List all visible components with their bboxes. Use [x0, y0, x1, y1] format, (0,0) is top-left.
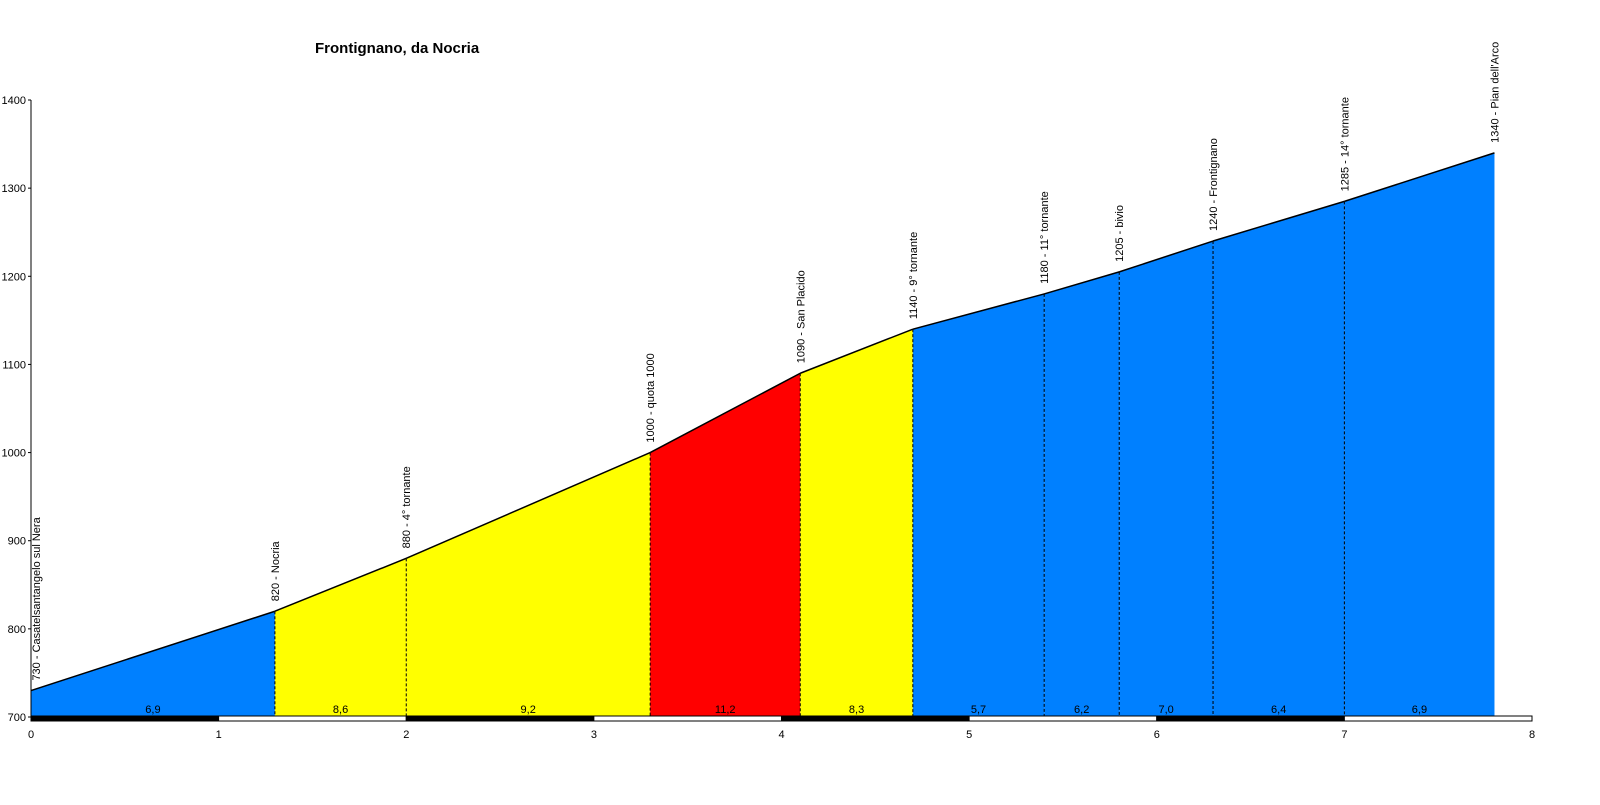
- chart-title: Frontignano, da Nocria: [315, 40, 480, 57]
- gradient-label: 7,0: [1158, 704, 1173, 716]
- y-tick-label: 1400: [2, 95, 26, 107]
- profile-line: [1118, 240, 1214, 273]
- distance-scale-segment: [218, 715, 407, 722]
- y-tick-label: 1100: [2, 359, 26, 371]
- waypoint-label: 1140 - 9° tornante: [908, 232, 920, 319]
- gradient-label: 6,9: [1412, 704, 1427, 716]
- x-tick-label: 0: [28, 729, 34, 741]
- profile-line: [799, 328, 914, 374]
- gradient-segment: [1119, 241, 1214, 717]
- profile-line: [1344, 152, 1495, 203]
- waypoint-label: 1180 - 11° tornante: [1039, 191, 1051, 284]
- gradient-segment: [31, 611, 275, 717]
- waypoint-label: 880 - 4° tornante: [401, 466, 413, 548]
- x-tick-label: 7: [1341, 729, 1347, 741]
- profile-line: [912, 293, 1045, 330]
- gradient-label: 11,2: [715, 704, 736, 716]
- profile-line: [1043, 271, 1120, 295]
- gradient-label: 5,7: [971, 704, 986, 716]
- gradient-segment: [406, 452, 651, 717]
- gradient-segment: [650, 373, 801, 717]
- profile-line: [274, 557, 407, 612]
- gradient-label: 6,9: [145, 704, 160, 716]
- waypoint-label: 1285 - 14° tornante: [1339, 97, 1351, 191]
- distance-scale-segment: [30, 715, 220, 722]
- gradient-label: 6,4: [1271, 704, 1286, 716]
- distance-scale-segment: [593, 715, 782, 722]
- distance-scale-segment: [968, 715, 1158, 722]
- distance-scale-segment: [1156, 715, 1345, 722]
- y-tick-label: 1200: [2, 271, 26, 283]
- y-tick-label: 1300: [2, 183, 26, 195]
- waypoint-label: 820 - Nocria: [270, 540, 282, 601]
- gradient-segment: [1344, 152, 1495, 717]
- profile-line: [1212, 200, 1345, 242]
- waypoint-label: 1090 - San Placido: [795, 270, 807, 363]
- distance-scale-segment: [405, 715, 595, 722]
- x-tick-label: 5: [966, 729, 972, 741]
- gradient-segment: [1044, 271, 1120, 717]
- profile-line: [405, 451, 651, 560]
- x-tick-label: 1: [216, 729, 222, 741]
- distance-scale-segment: [781, 715, 970, 722]
- gradient-segment: [274, 558, 407, 717]
- waypoint-label: 1340 - Pian dell'Arco: [1489, 42, 1501, 143]
- distance-scale-segment: [1343, 715, 1533, 722]
- waypoint-label: 1240 - Frontignano: [1208, 138, 1220, 231]
- gradient-label: 9,2: [521, 704, 536, 716]
- profile-line: [30, 610, 276, 692]
- gradient-segment: [1213, 201, 1345, 718]
- y-tick-label: 700: [8, 712, 26, 724]
- gradient-label: 6,2: [1074, 704, 1089, 716]
- x-tick-label: 6: [1154, 729, 1160, 741]
- gradient-label: 8,3: [849, 704, 864, 716]
- x-tick-label: 8: [1529, 729, 1535, 741]
- y-tick-label: 1000: [2, 448, 26, 460]
- waypoint-label: 1205 - bivio: [1114, 205, 1126, 262]
- profile-line: [649, 372, 801, 454]
- x-tick-label: 2: [403, 729, 409, 741]
- y-tick-label: 800: [8, 624, 26, 636]
- gradient-segment: [800, 329, 913, 717]
- gradient-segment: [912, 293, 1045, 717]
- x-tick-label: 3: [591, 729, 597, 741]
- waypoint-label: 730 - Casatelsantangelo sul Nera: [31, 516, 43, 680]
- x-tick-label: 4: [778, 729, 784, 741]
- y-tick-label: 900: [8, 536, 26, 548]
- gradient-label: 8,6: [333, 704, 348, 716]
- waypoint-label: 1000 - quota 1000: [645, 353, 657, 442]
